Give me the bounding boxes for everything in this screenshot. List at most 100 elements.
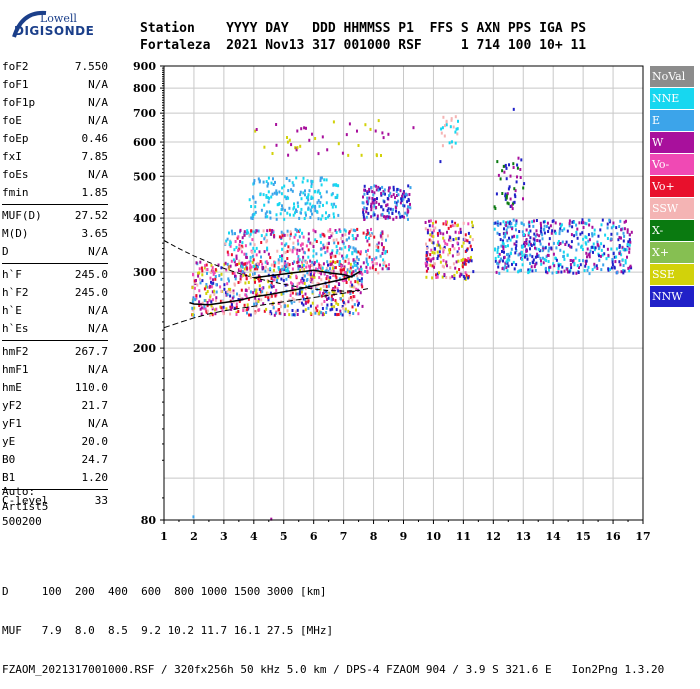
echo-point — [429, 228, 432, 232]
echo-point — [626, 230, 629, 234]
echo-point — [548, 242, 550, 246]
echo-point — [326, 292, 329, 295]
echo-point — [494, 248, 496, 252]
echo-point — [256, 261, 259, 265]
echo-point — [260, 208, 263, 212]
echo-point — [278, 260, 281, 264]
echo-point — [341, 233, 344, 237]
echo-point — [264, 265, 267, 269]
echo-point — [509, 252, 512, 256]
echo-point — [320, 253, 323, 257]
echo-point — [293, 202, 295, 206]
echo-point — [529, 236, 532, 240]
echo-point — [444, 241, 447, 245]
echo-point — [396, 187, 399, 191]
echo-point — [303, 274, 306, 278]
echo-point — [611, 263, 614, 267]
echo-point — [292, 213, 295, 217]
echo-point — [584, 264, 587, 268]
echo-point — [618, 236, 621, 239]
echo-point — [356, 277, 359, 281]
echo-point — [520, 158, 523, 162]
echo-point — [345, 281, 348, 284]
echo-point — [529, 262, 531, 265]
echo-point — [229, 287, 232, 291]
echo-point — [251, 238, 254, 242]
echo-point — [325, 277, 328, 281]
echo-point — [267, 268, 270, 272]
echo-point — [455, 127, 458, 131]
echo-point — [302, 309, 305, 313]
echo-point — [443, 245, 446, 249]
echo-point — [272, 183, 275, 186]
echo-point — [296, 282, 299, 286]
echo-point — [307, 232, 310, 236]
echo-point — [344, 302, 347, 306]
echo-point — [465, 273, 468, 277]
echo-point — [294, 313, 296, 317]
param-row: C-level 33 — [2, 492, 108, 510]
echo-point — [365, 207, 368, 211]
echo-point — [430, 257, 433, 261]
echo-point — [334, 254, 337, 258]
echo-point — [237, 281, 240, 284]
echo-point — [360, 271, 363, 274]
echo-point — [525, 228, 528, 232]
echo-point — [497, 255, 500, 258]
echo-point — [206, 304, 209, 308]
echo-point — [529, 247, 531, 251]
echo-point — [224, 242, 227, 246]
echo-point — [366, 192, 369, 195]
echo-point — [331, 192, 334, 196]
echo-point — [518, 269, 521, 273]
echo-point — [385, 238, 387, 242]
echo-point — [356, 262, 359, 266]
echo-point — [451, 244, 454, 247]
echo-point — [372, 264, 375, 268]
echo-point — [558, 243, 560, 246]
echo-point — [622, 271, 625, 275]
echo-point — [457, 119, 459, 123]
echo-point — [327, 296, 330, 300]
echo-point — [557, 267, 560, 270]
echo-point — [353, 303, 356, 307]
echo-point — [333, 305, 336, 309]
echo-point — [514, 224, 517, 228]
echo-point — [321, 266, 324, 270]
echo-point — [271, 152, 274, 155]
echo-point — [275, 189, 278, 193]
echo-point — [469, 235, 472, 239]
echo-point — [237, 269, 240, 273]
echo-point — [375, 262, 378, 266]
echo-point — [261, 262, 264, 266]
echo-point — [599, 228, 602, 232]
echo-point — [220, 277, 223, 281]
echo-point — [249, 313, 252, 317]
echo-point — [559, 248, 562, 252]
echo-point — [627, 266, 630, 270]
echo-point — [341, 240, 344, 244]
echo-point — [404, 195, 406, 199]
echo-point — [435, 276, 438, 279]
echo-point — [406, 207, 409, 211]
echo-point — [325, 311, 328, 314]
echo-point — [349, 262, 352, 266]
echo-point — [220, 289, 223, 293]
echo-point — [331, 249, 334, 253]
echo-point — [509, 225, 512, 229]
echo-point — [508, 236, 510, 240]
echo-point — [243, 303, 246, 307]
echo-point — [587, 239, 590, 243]
param-separator — [2, 263, 108, 264]
echo-point — [596, 267, 599, 270]
echo-point — [286, 140, 289, 144]
echo-point — [330, 234, 333, 238]
echo-point — [534, 269, 537, 272]
echo-point — [560, 270, 563, 274]
echo-point — [269, 295, 272, 299]
echo-point — [287, 153, 290, 157]
echo-point — [211, 298, 214, 302]
echo-point — [433, 251, 436, 255]
echo-point — [401, 214, 404, 218]
echo-point — [593, 265, 596, 269]
